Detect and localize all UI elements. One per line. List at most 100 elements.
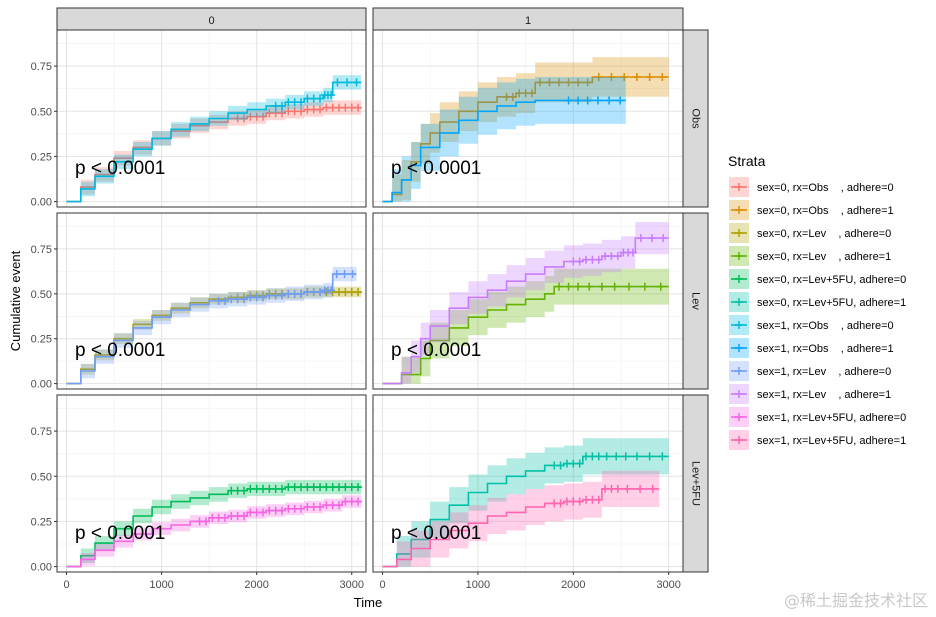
facet-panel-1-Obs: p < 0.0001 — [372, 29, 684, 208]
y-axis-title: Cumulative event — [8, 250, 23, 351]
censor-mark — [607, 72, 616, 81]
p-value-annotation: p < 0.0001 — [75, 340, 165, 361]
censor-mark — [574, 78, 583, 87]
legend-key — [729, 338, 749, 358]
censor-mark — [564, 282, 573, 291]
censor-mark — [564, 96, 573, 105]
legend-key — [729, 177, 749, 197]
x-tick-label: 2000 — [561, 579, 585, 591]
censor-mark — [545, 78, 554, 87]
censor-mark — [316, 94, 325, 103]
p-value-annotation: p < 0.0001 — [75, 523, 165, 544]
censor-mark — [239, 486, 248, 495]
censor-mark — [594, 72, 603, 81]
censor-mark — [335, 501, 344, 510]
censor-mark — [332, 270, 341, 279]
x-tick-label: 3000 — [656, 579, 680, 591]
censor-mark — [621, 452, 630, 461]
legend-key-cross — [735, 413, 743, 421]
y-tick-label: 0.50 — [31, 106, 52, 118]
censor-mark — [648, 484, 657, 493]
panel-background — [373, 395, 683, 572]
legend-key-cross — [735, 321, 743, 329]
p-value-annotation: p < 0.0001 — [391, 523, 481, 544]
censor-mark — [555, 282, 563, 291]
facet-panel-0-Lev+5FU: p < 0.0001 0.00 0.25 0.50 0.75 0 1000 2000 3000 — [31, 394, 367, 591]
censor-mark — [583, 78, 592, 87]
legend-label: sex=0, rx=Lev+5FU, adhere=0 — [757, 274, 906, 286]
confidence-band — [382, 470, 660, 567]
censor-mark — [636, 484, 645, 493]
legend-key-cross — [735, 344, 743, 352]
censor-mark — [354, 288, 363, 297]
censor-mark — [632, 72, 641, 81]
x-tick-label: 3000 — [339, 579, 363, 591]
censor-mark — [620, 72, 629, 81]
censor-mark — [575, 459, 584, 468]
x-tick-label: 1000 — [149, 579, 173, 591]
censor-mark — [645, 72, 654, 81]
legend-key-cross — [735, 298, 743, 306]
confidence-band — [382, 222, 669, 384]
censor-mark — [613, 484, 622, 493]
facet-panel-0-Obs: p < 0.0001 0.00 0.25 0.50 0.75 — [31, 29, 367, 209]
panel-border — [372, 29, 684, 208]
censor-mark — [354, 497, 363, 506]
censor-mark — [354, 103, 363, 112]
legend-key-cross — [735, 436, 743, 444]
censor-mark — [327, 286, 336, 295]
legend-label: sex=0, rx=Lev , adhere=0 — [757, 228, 891, 240]
confidence-band — [66, 495, 362, 567]
facet-panel-1-Lev+5FU: p < 0.0001 0 1000 2000 3000 — [372, 394, 684, 591]
censor-mark — [278, 484, 287, 493]
confidence-band — [66, 100, 362, 202]
y-tick-label: 0.75 — [31, 244, 52, 256]
p-value-annotation: p < 0.0001 — [391, 340, 481, 361]
censor-mark — [297, 107, 306, 116]
censor-mark — [239, 295, 248, 304]
panel-border — [372, 394, 684, 573]
facet-strip-label-row-Obs: Obs — [690, 108, 702, 129]
censor-mark — [656, 282, 665, 291]
panel-border — [56, 212, 367, 390]
censor-mark — [278, 109, 287, 118]
censor-mark — [575, 497, 584, 506]
legend-label: sex=1, rx=Lev , adhere=1 — [757, 389, 891, 401]
legend-key — [729, 384, 749, 404]
censor-mark — [354, 483, 363, 492]
y-tick-label: 0.75 — [31, 426, 52, 438]
censor-mark — [333, 78, 342, 87]
censor-mark — [624, 282, 633, 291]
panel-background — [373, 30, 683, 207]
censor-mark — [220, 513, 229, 522]
confidence-band — [382, 77, 626, 202]
facet-strip-row-Lev+5FU — [682, 394, 709, 573]
legend-key-cross — [735, 275, 743, 283]
censor-mark — [239, 512, 248, 521]
legend-key-cross — [735, 252, 743, 260]
censor-mark — [278, 101, 287, 110]
p-value-annotation: p < 0.0001 — [391, 158, 481, 179]
censor-mark — [527, 89, 536, 98]
confidence-band — [382, 268, 669, 384]
censor-mark — [564, 78, 573, 87]
censor-mark — [594, 495, 603, 504]
censor-mark — [342, 78, 351, 87]
watermark-text: @稀土掘金技术社区 — [783, 591, 928, 610]
censor-mark — [645, 452, 654, 461]
censor-mark — [508, 92, 517, 101]
legend-label: sex=1, rx=Obs , adhere=1 — [757, 343, 894, 355]
censor-mark — [259, 112, 267, 121]
survival-curve — [382, 285, 669, 385]
legend-key-cross — [735, 183, 743, 191]
censor-mark — [610, 282, 619, 291]
y-tick-label: 0.00 — [31, 379, 52, 391]
x-tick-label: 1000 — [466, 579, 490, 591]
censor-mark — [636, 234, 645, 243]
legend-key — [729, 246, 749, 266]
censor-mark — [593, 96, 602, 105]
y-tick-label: 0.50 — [31, 289, 52, 301]
y-tick-label: 0.25 — [31, 334, 52, 346]
censor-mark — [555, 78, 563, 87]
